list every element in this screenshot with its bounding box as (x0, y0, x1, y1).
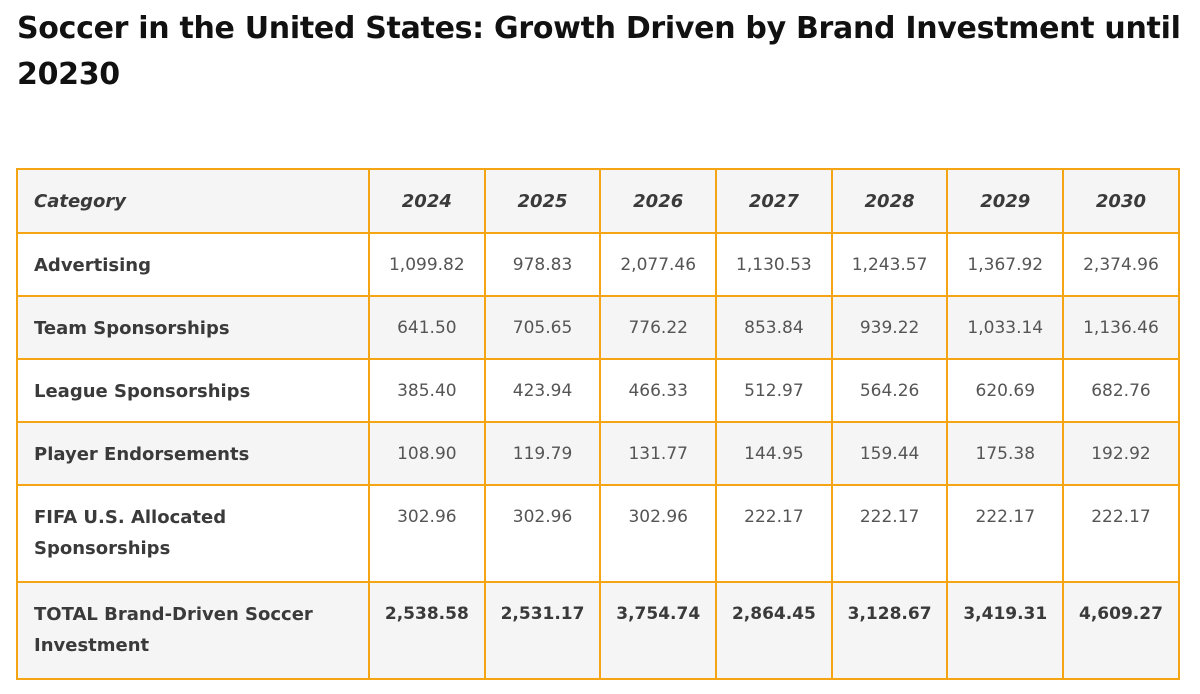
table-cell: 2,374.96 (1062, 232, 1180, 297)
table-cell: 564.26 (830, 358, 949, 423)
column-header-year: 2029 (946, 168, 1065, 234)
table-cell: 385.40 (368, 358, 486, 423)
table-cell: 2,538.58 (368, 581, 486, 680)
table-cell: 641.50 (368, 295, 486, 360)
table-cell: 2,077.46 (599, 232, 718, 297)
table-row: League Sponsorships 385.40 423.94 466.33… (16, 358, 1180, 423)
table-cell: 192.92 (1062, 421, 1180, 486)
table-cell: 131.77 (599, 421, 718, 486)
table-cell: 108.90 (368, 421, 486, 486)
table-cell: 175.38 (946, 421, 1065, 486)
table-cell: 423.94 (483, 358, 602, 423)
table-cell: 1,033.14 (946, 295, 1065, 360)
table-row: Team Sponsorships 641.50 705.65 776.22 8… (16, 295, 1180, 360)
table-cell: 3,128.67 (830, 581, 949, 680)
table-cell: 466.33 (599, 358, 718, 423)
table-cell: 620.69 (946, 358, 1065, 423)
table-cell: 1,367.92 (946, 232, 1065, 297)
table-cell: 705.65 (483, 295, 602, 360)
table-cell: 3,419.31 (946, 581, 1065, 680)
table-row: Player Endorsements 108.90 119.79 131.77… (16, 421, 1180, 486)
table-cell: 222.17 (830, 484, 949, 583)
row-category-label: TOTAL Brand-Driven Soccer Investment (16, 581, 370, 680)
table-cell: 222.17 (1062, 484, 1180, 583)
row-category-label: Player Endorsements (16, 421, 370, 486)
column-header-year: 2025 (483, 168, 602, 234)
table-cell: 853.84 (715, 295, 833, 360)
table-cell: 776.22 (599, 295, 718, 360)
column-header-year: 2028 (830, 168, 949, 234)
table-row-total: TOTAL Brand-Driven Soccer Investment 2,5… (16, 581, 1180, 680)
table-row: Advertising 1,099.82 978.83 2,077.46 1,1… (16, 232, 1180, 297)
column-header-year: 2030 (1062, 168, 1180, 234)
table-header-row: Category 2024 2025 2026 2027 2028 2029 2… (16, 168, 1180, 234)
column-header-category: Category (16, 168, 370, 234)
table-cell: 512.97 (715, 358, 833, 423)
column-header-year: 2026 (599, 168, 718, 234)
table-cell: 119.79 (483, 421, 602, 486)
table-cell: 2,531.17 (483, 581, 602, 680)
table-cell: 2,864.45 (715, 581, 833, 680)
table-cell: 3,754.74 (599, 581, 718, 680)
table-cell: 302.96 (483, 484, 602, 583)
table-cell: 159.44 (830, 421, 949, 486)
table-cell: 302.96 (599, 484, 718, 583)
table-row: FIFA U.S. Allocated Sponsorships 302.96 … (16, 484, 1180, 583)
row-category-label: Team Sponsorships (16, 295, 370, 360)
table-cell: 302.96 (368, 484, 486, 583)
row-category-label: FIFA U.S. Allocated Sponsorships (16, 484, 370, 583)
table-cell: 222.17 (946, 484, 1065, 583)
column-header-year: 2027 (715, 168, 833, 234)
row-category-label: Advertising (16, 232, 370, 297)
table-cell: 1,136.46 (1062, 295, 1180, 360)
table-cell: 682.76 (1062, 358, 1180, 423)
table-cell: 144.95 (715, 421, 833, 486)
table-cell: 978.83 (483, 232, 602, 297)
table-cell: 4,609.27 (1062, 581, 1180, 680)
page-title: Soccer in the United States: Growth Driv… (17, 11, 1181, 92)
table-cell: 1,243.57 (830, 232, 949, 297)
table-cell: 222.17 (715, 484, 833, 583)
row-category-label: League Sponsorships (16, 358, 370, 423)
table-cell: 1,099.82 (368, 232, 486, 297)
column-header-year: 2024 (368, 168, 486, 234)
table-cell: 1,130.53 (715, 232, 833, 297)
data-table: Category 2024 2025 2026 2027 2028 2029 2… (16, 168, 1180, 680)
table-cell: 939.22 (830, 295, 949, 360)
